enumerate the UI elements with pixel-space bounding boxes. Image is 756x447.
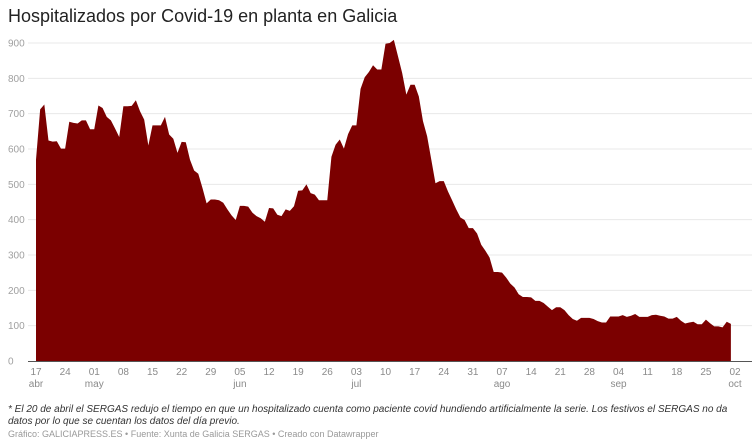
x-tick-month-label: sep — [610, 379, 627, 390]
x-tick-label: 29 — [205, 367, 217, 378]
x-tick-month-label: abr — [29, 379, 44, 390]
y-tick-label: 400 — [8, 215, 25, 226]
y-tick-label: 800 — [8, 74, 25, 85]
y-tick-label: 200 — [8, 286, 25, 297]
x-tick-label: 22 — [176, 367, 188, 378]
x-tick-label: 01 — [89, 367, 101, 378]
x-tick-label: 12 — [263, 367, 275, 378]
x-tick-label: 17 — [409, 367, 421, 378]
x-tick-label: 04 — [613, 367, 625, 378]
x-tick-label: 24 — [438, 367, 450, 378]
x-tick-label: 26 — [322, 367, 334, 378]
x-tick-label: 05 — [234, 367, 246, 378]
y-tick-label: 900 — [8, 39, 25, 50]
x-tick-month-label: jul — [350, 379, 361, 390]
x-tick-label: 15 — [147, 367, 159, 378]
y-tick-label: 600 — [8, 145, 25, 156]
x-tick-month-label: may — [85, 379, 104, 390]
x-tick-label: 17 — [30, 367, 42, 378]
area-series — [36, 39, 731, 361]
x-tick-label: 28 — [584, 367, 596, 378]
x-tick-label: 25 — [700, 367, 712, 378]
x-tick-label: 21 — [555, 367, 567, 378]
x-tick-label: 18 — [671, 367, 683, 378]
x-tick-label: 31 — [467, 367, 479, 378]
footnote: * El 20 de abril el SERGAS redujo el tie… — [8, 404, 728, 427]
x-tick-label: 24 — [60, 367, 72, 378]
x-tick-label: 03 — [351, 367, 363, 378]
chart-title: Hospitalizados por Covid-19 en planta en… — [8, 6, 398, 26]
x-tick-month-label: jun — [232, 379, 246, 390]
y-tick-label: 500 — [8, 180, 25, 191]
x-tick-label: 10 — [380, 367, 392, 378]
x-tick-label: 02 — [729, 367, 741, 378]
y-tick-label: 700 — [8, 109, 25, 120]
x-tick-month-label: ago — [494, 379, 511, 390]
x-tick-label: 11 — [642, 367, 653, 378]
x-tick-label: 19 — [293, 367, 305, 378]
y-tick-label: 100 — [8, 321, 25, 332]
credits: Gráfico: GALICIAPRESS.ES • Fuente: Xunta… — [8, 429, 379, 439]
x-tick-label: 14 — [526, 367, 538, 378]
y-tick-label: 0 — [8, 357, 14, 368]
x-tick-label: 08 — [118, 367, 130, 378]
x-tick-month-label: oct — [728, 379, 742, 390]
y-tick-label: 300 — [8, 251, 25, 262]
x-tick-label: 07 — [496, 367, 508, 378]
